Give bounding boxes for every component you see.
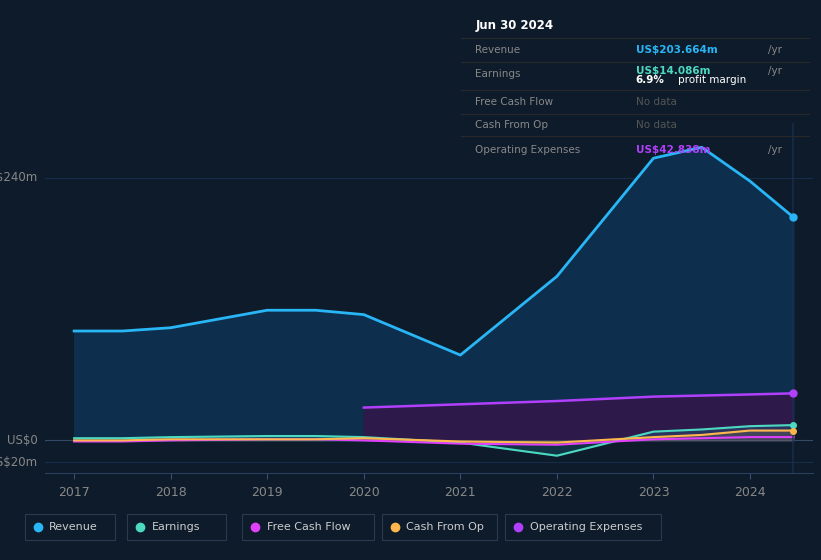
Text: US$203.664m: US$203.664m: [636, 45, 718, 55]
Text: US$14.086m: US$14.086m: [636, 67, 710, 76]
Text: profit margin: profit margin: [678, 76, 746, 86]
Text: Revenue: Revenue: [49, 522, 98, 532]
Text: No data: No data: [636, 120, 677, 130]
Text: /yr: /yr: [768, 45, 782, 55]
Text: Cash From Op: Cash From Op: [406, 522, 484, 532]
Text: Free Cash Flow: Free Cash Flow: [267, 522, 351, 532]
Text: Earnings: Earnings: [475, 69, 521, 78]
Text: Cash From Op: Cash From Op: [475, 120, 548, 130]
Text: /yr: /yr: [768, 67, 782, 76]
Text: Jun 30 2024: Jun 30 2024: [475, 19, 553, 32]
Text: Earnings: Earnings: [152, 522, 200, 532]
Text: US$0: US$0: [7, 434, 38, 447]
Text: Revenue: Revenue: [475, 45, 521, 55]
Text: 6.9%: 6.9%: [636, 76, 665, 86]
Text: /yr: /yr: [768, 145, 782, 155]
Text: US$240m: US$240m: [0, 171, 38, 184]
Text: Operating Expenses: Operating Expenses: [475, 145, 580, 155]
Text: No data: No data: [636, 97, 677, 107]
Text: US$42.838m: US$42.838m: [636, 145, 710, 155]
Text: -US$20m: -US$20m: [0, 456, 38, 469]
Text: Free Cash Flow: Free Cash Flow: [475, 97, 553, 107]
Text: Operating Expenses: Operating Expenses: [530, 522, 642, 532]
